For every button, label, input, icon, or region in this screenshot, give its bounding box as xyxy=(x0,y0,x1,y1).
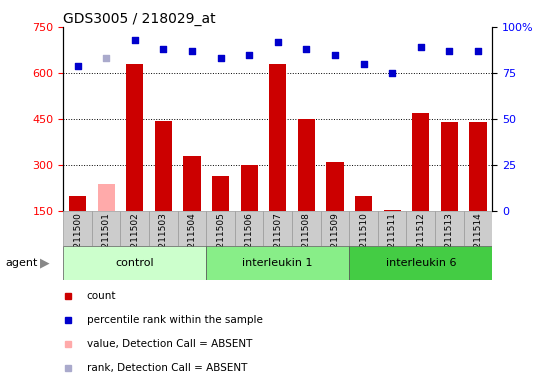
Point xyxy=(73,63,82,69)
Point xyxy=(474,48,482,54)
Text: count: count xyxy=(87,291,117,301)
Bar xyxy=(92,211,120,246)
Bar xyxy=(435,211,464,246)
Bar xyxy=(321,211,349,246)
Text: GSM211509: GSM211509 xyxy=(331,212,339,267)
Point xyxy=(216,55,225,61)
Point xyxy=(302,46,311,52)
Text: GSM211500: GSM211500 xyxy=(73,212,82,267)
Bar xyxy=(240,165,258,211)
Bar xyxy=(412,113,430,211)
Point xyxy=(331,51,339,58)
Bar xyxy=(149,211,178,246)
Point xyxy=(359,61,368,67)
Bar xyxy=(126,64,144,211)
Text: GSM211512: GSM211512 xyxy=(416,212,425,267)
Bar xyxy=(349,211,378,246)
Text: GSM211503: GSM211503 xyxy=(159,212,168,267)
Text: GSM211513: GSM211513 xyxy=(445,212,454,267)
Bar xyxy=(298,119,315,211)
Text: GSM211508: GSM211508 xyxy=(302,212,311,267)
Bar xyxy=(212,176,229,211)
Bar xyxy=(206,211,235,246)
Bar xyxy=(349,246,492,280)
Point xyxy=(273,38,282,45)
Bar xyxy=(441,122,458,211)
Bar xyxy=(97,184,115,211)
Bar xyxy=(326,162,344,211)
Bar xyxy=(235,211,263,246)
Bar xyxy=(263,211,292,246)
Point xyxy=(416,44,425,50)
Text: rank, Detection Call = ABSENT: rank, Detection Call = ABSENT xyxy=(87,362,247,373)
Bar xyxy=(383,210,401,211)
Point xyxy=(388,70,397,76)
Bar xyxy=(469,122,487,211)
Bar xyxy=(378,211,406,246)
Bar xyxy=(355,196,372,211)
Text: agent: agent xyxy=(6,258,38,268)
Bar xyxy=(63,246,206,280)
Bar xyxy=(206,246,349,280)
Bar xyxy=(464,211,492,246)
Text: interleukin 6: interleukin 6 xyxy=(386,258,456,268)
Point xyxy=(102,55,111,61)
Point xyxy=(188,48,196,54)
Text: value, Detection Call = ABSENT: value, Detection Call = ABSENT xyxy=(87,339,252,349)
Point xyxy=(130,37,139,43)
Point xyxy=(159,46,168,52)
Text: percentile rank within the sample: percentile rank within the sample xyxy=(87,314,263,325)
Bar xyxy=(63,211,92,246)
Text: GSM211510: GSM211510 xyxy=(359,212,368,267)
Text: interleukin 1: interleukin 1 xyxy=(243,258,313,268)
Text: GSM211507: GSM211507 xyxy=(273,212,282,267)
Text: GSM211502: GSM211502 xyxy=(130,212,139,267)
Point xyxy=(445,48,454,54)
Bar xyxy=(183,156,201,211)
Text: GSM211514: GSM211514 xyxy=(474,212,482,267)
Bar xyxy=(120,211,149,246)
Text: ▶: ▶ xyxy=(40,257,49,270)
Bar xyxy=(155,121,172,211)
Text: GSM211511: GSM211511 xyxy=(388,212,397,267)
Text: GDS3005 / 218029_at: GDS3005 / 218029_at xyxy=(63,12,216,26)
Bar xyxy=(292,211,321,246)
Text: GSM211506: GSM211506 xyxy=(245,212,254,267)
Point xyxy=(245,51,254,58)
Bar xyxy=(69,196,86,211)
Bar xyxy=(269,64,287,211)
Text: GSM211501: GSM211501 xyxy=(102,212,111,267)
Text: GSM211504: GSM211504 xyxy=(188,212,196,267)
Bar xyxy=(178,211,206,246)
Text: GSM211505: GSM211505 xyxy=(216,212,225,267)
Text: control: control xyxy=(116,258,154,268)
Bar xyxy=(406,211,435,246)
